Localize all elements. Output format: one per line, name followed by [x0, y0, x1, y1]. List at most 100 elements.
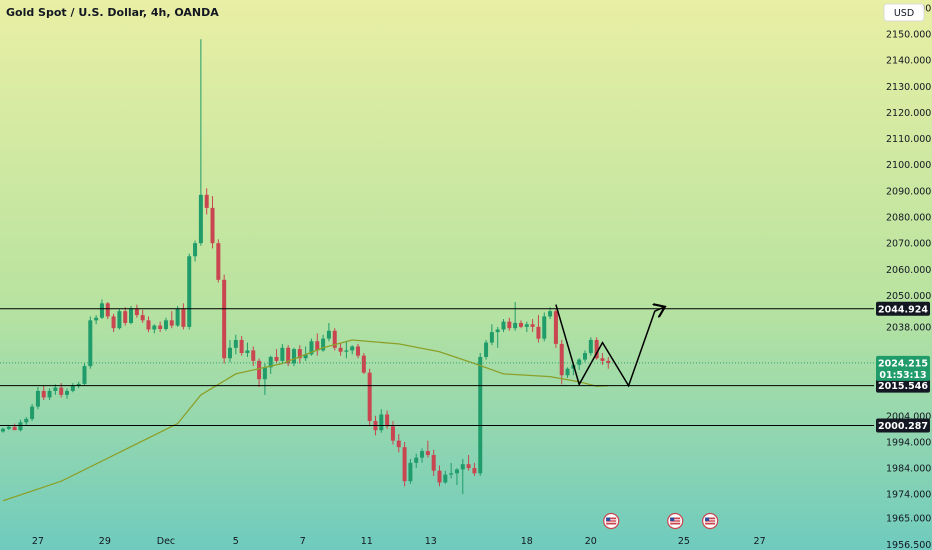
candle [35, 387, 40, 410]
candle [402, 441, 407, 487]
price-tick-label: 1956.500 [886, 540, 931, 550]
candle [501, 319, 506, 333]
svg-text:2044.924: 2044.924 [878, 304, 928, 315]
currency-button[interactable]: USD [883, 3, 925, 22]
time-tick-label: Dec [157, 536, 175, 547]
candle [583, 350, 587, 363]
candle [437, 465, 442, 487]
candle [163, 317, 168, 331]
candle [326, 322, 331, 342]
candle [489, 324, 494, 346]
candle [449, 462, 454, 479]
candle [1, 427, 5, 433]
candle [12, 423, 17, 431]
projection-path[interactable] [555, 305, 664, 388]
event-icons-layer [603, 512, 719, 530]
candle [460, 458, 465, 495]
price-tick-label: 2110.000 [886, 134, 931, 145]
candle [472, 462, 477, 476]
us-flag-event-icon[interactable] [667, 512, 684, 530]
candle [297, 345, 302, 364]
time-axis: 27 29 Dec 5 7 11 13 18 20 25 27 [32, 536, 766, 547]
moving-average-line [2, 339, 609, 502]
candle [431, 449, 436, 476]
projection-layer [555, 305, 664, 388]
price-tick-label: 2070.000 [886, 239, 931, 250]
candle [588, 337, 593, 356]
candle [367, 368, 372, 427]
time-tick-label: 13 [425, 536, 437, 547]
price-tick-label: 2130.000 [886, 82, 931, 93]
candle [420, 448, 425, 463]
candle [577, 358, 582, 371]
candle [454, 468, 459, 486]
candle [350, 345, 355, 355]
candle [379, 409, 384, 433]
candle [274, 349, 279, 364]
us-flag-event-icon[interactable] [603, 512, 620, 530]
candle [466, 455, 471, 471]
candle [565, 367, 570, 378]
candle [338, 342, 343, 356]
currency-label: USD [894, 8, 914, 19]
time-tick-label: 29 [99, 536, 111, 547]
candle [158, 321, 163, 333]
candle [513, 302, 518, 331]
candle [94, 315, 99, 325]
candle [280, 343, 285, 364]
candle [396, 434, 401, 453]
candle [41, 385, 46, 401]
candle [518, 320, 523, 329]
current-price-value: 2024.215 [878, 358, 928, 369]
time-tick-label: 25 [678, 536, 690, 547]
candle [251, 346, 256, 367]
candle [181, 303, 186, 330]
candle [216, 239, 221, 283]
candle [233, 334, 238, 355]
candle [198, 39, 203, 246]
candle [408, 458, 413, 484]
time-tick-label: 27 [32, 536, 44, 547]
candle [606, 356, 611, 369]
candle [361, 353, 366, 374]
level-price-badge: 2000.287 [876, 418, 930, 433]
time-tick-label: 27 [754, 536, 766, 547]
candle [105, 302, 110, 320]
candle [414, 453, 419, 469]
moving-average-layer [2, 339, 609, 502]
candle [332, 328, 337, 351]
candle [88, 316, 93, 369]
candle [140, 309, 145, 323]
candle [262, 363, 267, 395]
price-tick-label: 2004.000 [886, 411, 931, 422]
candle [222, 274, 227, 364]
candle [53, 384, 58, 395]
candle [123, 307, 128, 326]
candle [193, 240, 198, 262]
candle [245, 342, 250, 357]
candle [478, 353, 483, 476]
svg-text:2015.546: 2015.546 [878, 381, 928, 392]
candle [507, 317, 512, 331]
candle [303, 346, 308, 361]
candle [134, 304, 139, 318]
candle [530, 319, 535, 333]
candle [495, 326, 500, 348]
candle [425, 440, 430, 458]
candle [239, 336, 244, 356]
level-price-badge: 2044.924 [876, 301, 930, 316]
candle [443, 470, 448, 484]
price-tick-label: 2090.000 [886, 186, 931, 197]
us-flag-event-icon[interactable] [702, 512, 719, 530]
level-price-badge: 2015.546 [876, 378, 930, 393]
horizontal-levels-layer [0, 308, 874, 426]
candle [553, 308, 558, 348]
price-tick-label: 1965.000 [886, 513, 931, 524]
time-tick-label: 7 [300, 536, 306, 547]
candle [484, 339, 489, 360]
candle [390, 421, 395, 445]
candle [175, 305, 180, 327]
